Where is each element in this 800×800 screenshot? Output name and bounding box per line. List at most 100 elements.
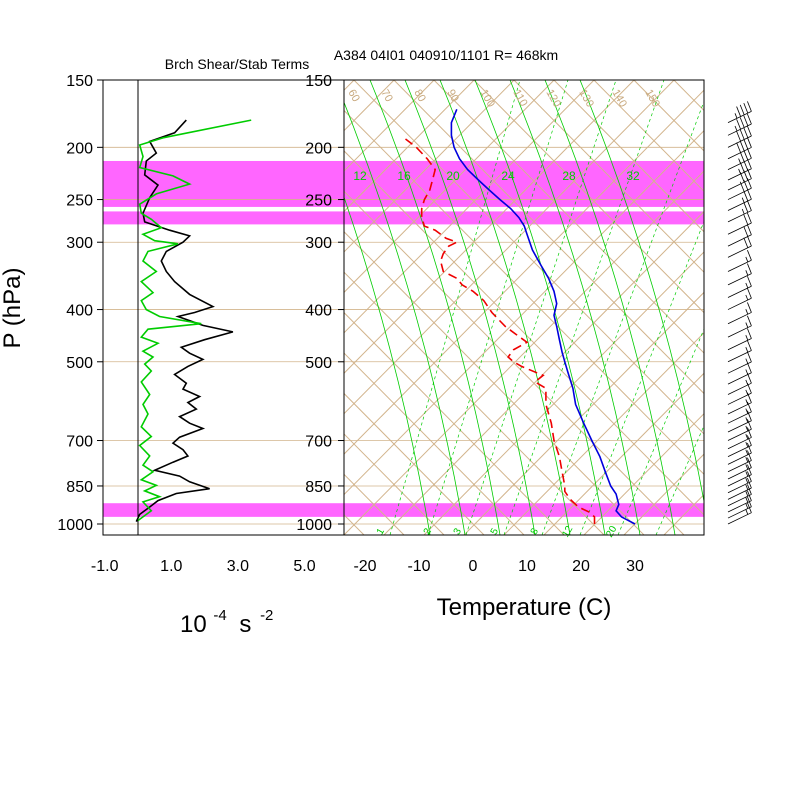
x-tick-label: 30 bbox=[626, 558, 644, 575]
mixing-ratio-label: 5 bbox=[489, 526, 502, 537]
isotherm-line bbox=[744, 70, 800, 535]
moist-adiabat-line bbox=[344, 101, 466, 535]
dry-adiabat-line bbox=[593, 80, 704, 193]
wind-barb-staff bbox=[727, 487, 752, 500]
wind-barb-flag bbox=[743, 202, 749, 213]
dry-adiabat-line bbox=[344, 473, 405, 535]
dry-adiabat-line bbox=[744, 70, 800, 535]
wind-barb-flag bbox=[747, 212, 752, 224]
isotherm-label: 60 bbox=[345, 88, 362, 105]
isotherm-label: 110 bbox=[510, 88, 529, 109]
wind-barb-staff bbox=[727, 285, 752, 298]
y-tick-label: 400 bbox=[305, 303, 332, 320]
wind-barb-flag bbox=[747, 235, 752, 247]
wind-barb-half-flag bbox=[745, 399, 749, 405]
isotherm-line bbox=[503, 332, 704, 535]
y-tick-label: 150 bbox=[66, 73, 93, 90]
wind-barb-flag bbox=[739, 181, 745, 192]
wind-barb-flag bbox=[747, 189, 752, 200]
wind-barb-half-flag bbox=[745, 256, 749, 263]
moist-adiabat-line bbox=[344, 195, 431, 535]
wind-barb bbox=[727, 490, 752, 513]
wind-barbs bbox=[727, 101, 752, 525]
skewt-background-grid bbox=[344, 70, 800, 535]
wind-barb-half-flag bbox=[745, 464, 749, 470]
wind-barb-flag bbox=[747, 137, 752, 148]
wind-barb bbox=[727, 450, 752, 473]
dry-adiabat-line bbox=[344, 109, 704, 476]
highlight-band bbox=[103, 503, 704, 517]
wind-barb-flag bbox=[739, 129, 745, 140]
y-tick-label: 1000 bbox=[296, 517, 332, 534]
mixing-ratio-label: 12 bbox=[560, 524, 575, 540]
wind-barb-half-flag bbox=[745, 434, 749, 440]
wind-barb-flag bbox=[739, 151, 745, 162]
wind-barb-staff bbox=[727, 452, 752, 465]
wind-barb-half-flag bbox=[741, 197, 745, 203]
wind-barb-staff bbox=[727, 312, 752, 325]
moist-adiabat-line bbox=[369, 80, 501, 535]
x-tick-label: 1.0 bbox=[160, 558, 182, 575]
moist-adiabat-line bbox=[439, 80, 571, 535]
mixing-ratio-line bbox=[465, 80, 617, 535]
wind-barb bbox=[727, 315, 752, 338]
wind-barb-half-flag bbox=[745, 425, 749, 432]
y-tick-label: 250 bbox=[66, 193, 93, 210]
isotherm-label: 120 bbox=[543, 88, 563, 110]
wind-barb-half-flag bbox=[745, 503, 749, 509]
wind-barb bbox=[727, 328, 752, 351]
wind-barb-staff bbox=[727, 382, 752, 395]
dry-adiabat-line bbox=[344, 352, 525, 535]
x-axis-label-temperature: Temperature (C) bbox=[437, 594, 612, 621]
wind-barb-flag bbox=[747, 373, 752, 384]
wind-barb-flag bbox=[747, 382, 752, 394]
isotherm-label: 80 bbox=[411, 88, 428, 105]
wind-barb bbox=[727, 288, 752, 310]
wind-barb bbox=[727, 340, 752, 363]
mixing-ratio-label: 12 bbox=[353, 169, 367, 183]
wind-barb-flag bbox=[747, 362, 752, 373]
mixing-ratio-line bbox=[503, 80, 665, 535]
wind-barb-flag bbox=[747, 392, 752, 403]
wind-barb-half-flag bbox=[741, 208, 745, 215]
wind-barb bbox=[727, 276, 752, 298]
wind-barb-flag bbox=[743, 179, 749, 191]
wind-barb-half-flag bbox=[745, 282, 749, 289]
wind-barb-staff bbox=[727, 178, 752, 191]
wind-barb-staff bbox=[727, 338, 752, 351]
wind-barb-flag bbox=[747, 435, 752, 446]
dry-adiabat-line bbox=[353, 80, 704, 435]
wind-barb-flag bbox=[739, 104, 745, 115]
wind-barb bbox=[727, 168, 752, 191]
mixing-ratio-label: 20 bbox=[604, 524, 619, 540]
wind-barb-flag bbox=[747, 340, 752, 351]
dry-adiabat-line bbox=[344, 271, 605, 535]
wind-barb-half-flag bbox=[745, 471, 749, 477]
wind-barb-flag bbox=[739, 140, 745, 152]
wind-barb-flag bbox=[747, 125, 752, 137]
mixing-ratio-label: 32 bbox=[626, 169, 640, 183]
wind-barb-flag bbox=[747, 471, 752, 482]
wind-barb-flag bbox=[736, 106, 741, 117]
wind-barb-flag bbox=[747, 442, 752, 454]
x-tick-label: 0 bbox=[469, 558, 478, 575]
wind-barb-half-flag bbox=[734, 125, 738, 132]
moist-adiabat-line bbox=[474, 80, 606, 535]
wind-barb-flag bbox=[743, 102, 749, 114]
wind-barb bbox=[727, 250, 752, 272]
moist-adiabat-line bbox=[404, 80, 536, 535]
x-axis-label-exponent: -4 bbox=[213, 607, 226, 624]
y-tick-label: 850 bbox=[66, 479, 93, 496]
mixing-ratio-label: 3 bbox=[452, 526, 465, 537]
wind-barb bbox=[727, 471, 752, 494]
isotherm-label: 140 bbox=[609, 88, 629, 110]
x-tick-label: -20 bbox=[353, 558, 376, 575]
wind-barb-half-flag bbox=[745, 497, 749, 503]
y-tick-label: 300 bbox=[66, 235, 93, 252]
wind-barb-flag bbox=[747, 419, 752, 430]
wind-barb-half-flag bbox=[745, 484, 749, 490]
wind-barb-flag bbox=[747, 168, 752, 179]
mixing-ratio-label: 1 bbox=[375, 526, 388, 537]
wind-barb-staff bbox=[727, 245, 752, 258]
